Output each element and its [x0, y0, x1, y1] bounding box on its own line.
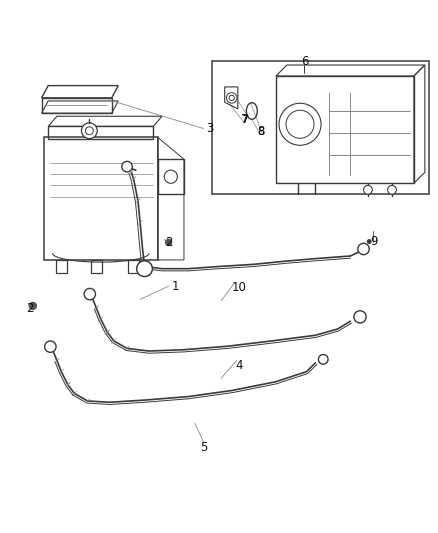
Text: 8: 8 [257, 127, 264, 136]
Circle shape [364, 185, 372, 194]
Circle shape [122, 161, 132, 172]
Circle shape [137, 261, 152, 277]
Text: 10: 10 [231, 281, 246, 294]
Circle shape [84, 288, 95, 300]
Circle shape [45, 341, 56, 352]
Text: 9: 9 [371, 235, 378, 248]
Circle shape [279, 103, 321, 146]
Text: 2: 2 [26, 302, 34, 314]
Text: 5: 5 [200, 441, 207, 454]
Circle shape [388, 185, 396, 194]
Bar [212, 61, 429, 194]
Circle shape [166, 239, 172, 246]
Text: 4: 4 [235, 359, 243, 372]
Circle shape [367, 240, 371, 243]
Text: 7: 7 [241, 115, 248, 125]
Circle shape [226, 93, 237, 103]
Circle shape [229, 95, 234, 101]
Circle shape [358, 243, 369, 255]
Circle shape [318, 354, 328, 364]
Text: 2: 2 [165, 236, 173, 249]
Circle shape [354, 311, 366, 323]
Text: 8: 8 [257, 125, 264, 138]
Circle shape [164, 170, 177, 183]
Text: 3: 3 [207, 122, 214, 135]
Text: 1: 1 [171, 280, 179, 293]
Circle shape [286, 110, 314, 138]
Circle shape [85, 127, 93, 135]
Text: 6: 6 [300, 55, 308, 68]
Text: 7: 7 [240, 114, 248, 126]
Circle shape [29, 302, 36, 310]
Circle shape [81, 123, 97, 139]
